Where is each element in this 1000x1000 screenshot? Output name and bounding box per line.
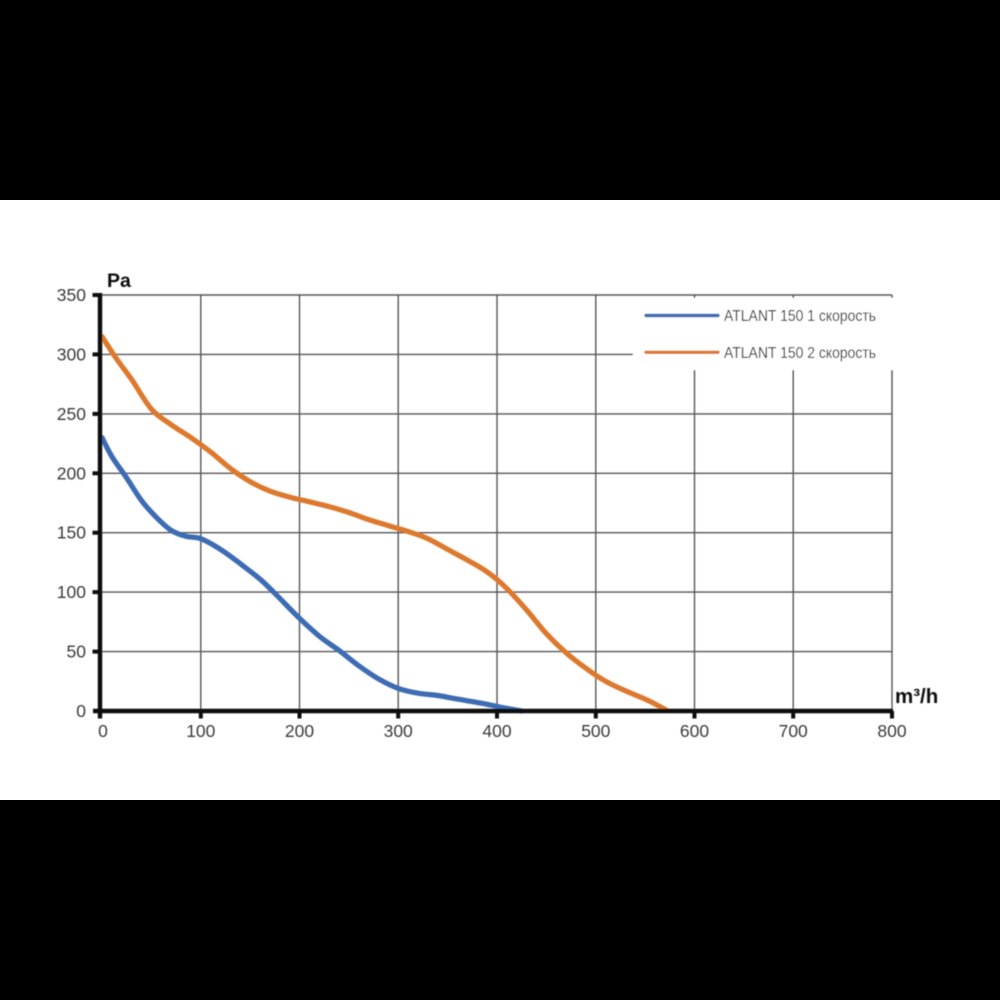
svg-text:ATLANT 150 2 скорость: ATLANT 150 2 скорость (724, 345, 876, 362)
svg-text:50: 50 (67, 642, 87, 662)
svg-text:300: 300 (384, 721, 413, 741)
svg-text:800: 800 (877, 721, 906, 741)
svg-text:250: 250 (57, 404, 86, 424)
svg-text:700: 700 (779, 721, 808, 741)
svg-text:200: 200 (57, 463, 86, 483)
svg-text:400: 400 (482, 721, 511, 741)
svg-text:100: 100 (57, 582, 86, 602)
svg-text:350: 350 (57, 285, 86, 305)
svg-text:ATLANT 150 1 скорость: ATLANT 150 1 скорость (724, 308, 876, 325)
svg-text:0: 0 (76, 701, 86, 721)
svg-text:Pa: Pa (107, 270, 131, 292)
svg-text:600: 600 (680, 721, 709, 741)
svg-text:100: 100 (186, 721, 215, 741)
svg-text:m³/h: m³/h (895, 685, 938, 708)
svg-text:150: 150 (57, 523, 86, 543)
svg-text:300: 300 (57, 344, 86, 364)
svg-text:0: 0 (98, 721, 108, 741)
svg-text:500: 500 (581, 721, 610, 741)
svg-text:200: 200 (285, 721, 314, 741)
